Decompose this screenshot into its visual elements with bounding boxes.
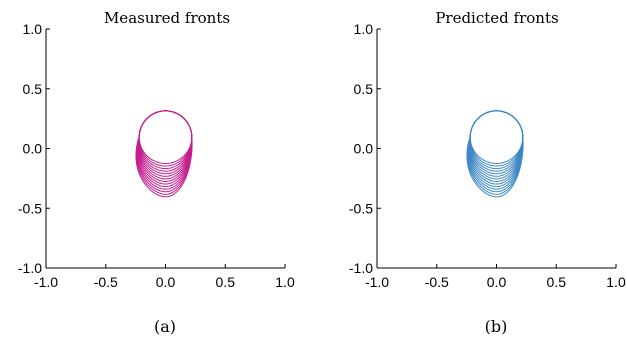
front-line bbox=[138, 110, 193, 167]
y-tick-label: 1.0 bbox=[354, 21, 374, 37]
panel-caption: (b) bbox=[485, 317, 508, 336]
y-tick-label: -1.0 bbox=[18, 260, 42, 276]
y-tick-label: -1.0 bbox=[349, 260, 373, 276]
x-tick-label: 0.0 bbox=[487, 274, 507, 290]
fronts-group bbox=[135, 110, 193, 198]
x-tick-label: 1.0 bbox=[275, 274, 295, 290]
x-tick-label: -1.0 bbox=[365, 274, 389, 290]
x-tick-label: -0.5 bbox=[94, 274, 118, 290]
front-line bbox=[466, 110, 524, 198]
front-line bbox=[135, 110, 193, 198]
panel-caption: (a) bbox=[154, 317, 176, 336]
front-line bbox=[138, 110, 193, 170]
y-tick-label: -0.5 bbox=[349, 200, 373, 216]
x-tick-label: 1.0 bbox=[606, 274, 626, 290]
axes: -1.0 -0.5 0.0 0.5 1.0 -1.0 -0.5 0.0 0.5 1.0 bbox=[349, 21, 626, 290]
axes: -1.0 -0.5 0.0 0.5 1.0 -1.0 -0.5 0.0 0.5 1.0 bbox=[18, 21, 295, 290]
front-line bbox=[469, 110, 524, 170]
x-tick-label: 0.5 bbox=[547, 274, 567, 290]
front-line bbox=[469, 110, 524, 167]
front-line bbox=[138, 110, 193, 175]
y-tick-label: 0.0 bbox=[354, 141, 374, 157]
front-line bbox=[469, 110, 524, 172]
y-tick-label: 0.0 bbox=[23, 141, 43, 157]
x-tick-label: -0.5 bbox=[425, 274, 449, 290]
panel-title: Predicted fronts bbox=[435, 9, 558, 27]
front-line bbox=[138, 110, 193, 172]
y-tick-label: 0.5 bbox=[354, 81, 374, 97]
x-tick-label: 0.5 bbox=[216, 274, 236, 290]
y-tick-label: -0.5 bbox=[18, 200, 42, 216]
panel-measured: Measured fronts -1.0 -0.5 0.0 0.5 1.0 -1.0 -0.… bbox=[18, 9, 295, 336]
fronts-group bbox=[466, 110, 524, 198]
y-tick-label: 1.0 bbox=[23, 21, 43, 37]
front-line bbox=[469, 110, 524, 175]
y-tick-label: 0.5 bbox=[23, 81, 43, 97]
panel-title: Measured fronts bbox=[104, 9, 230, 27]
x-tick-label: -1.0 bbox=[34, 274, 58, 290]
panel-predicted: Predicted fronts -1.0 -0.5 0.0 0.5 1.0 -1.0 -0… bbox=[349, 9, 626, 336]
x-tick-label: 0.0 bbox=[156, 274, 176, 290]
